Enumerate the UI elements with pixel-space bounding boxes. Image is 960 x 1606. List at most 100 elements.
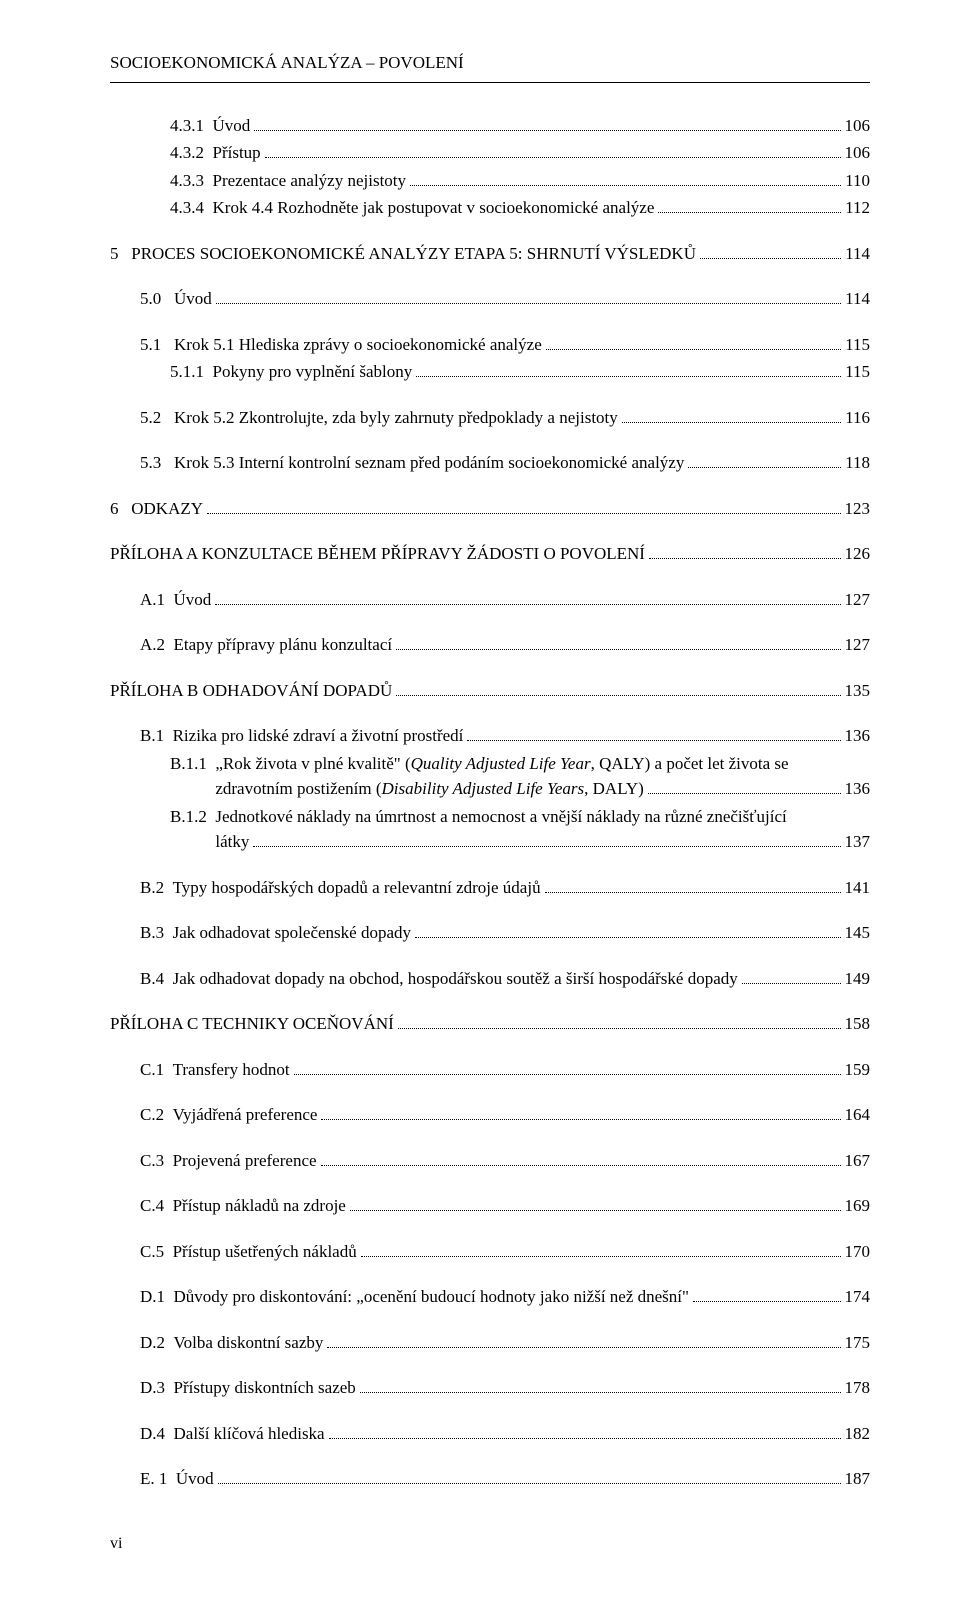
toc-entry: 5 PROCES SOCIOEKONOMICKÉ ANALÝZY ETAPA 5…	[110, 241, 870, 267]
toc-entry-title: Přístupy diskontních sazeb	[174, 1375, 356, 1401]
toc-dots	[218, 1474, 841, 1484]
page-number: vi	[110, 1532, 870, 1556]
toc-entry-title: Krok 4.4 Rozhodněte jak postupovat v soc…	[213, 195, 655, 221]
toc-entry-label: B.1	[140, 723, 173, 749]
toc-entry-page: 170	[845, 1239, 871, 1265]
toc-entry-page: 159	[845, 1057, 871, 1083]
toc-entry-page: 149	[845, 966, 871, 992]
toc-entry-page: 114	[845, 286, 870, 312]
toc-entry-label: E. 1	[140, 1466, 176, 1492]
toc-entry-title: Etapy přípravy plánu konzultací	[174, 632, 393, 658]
toc-entry-page: 116	[845, 405, 870, 431]
toc-dots	[467, 731, 840, 741]
toc-entry-label: 5.2	[140, 405, 174, 431]
toc-entry-page: 137	[845, 829, 871, 855]
toc-entry: C.3 Projevená preference167	[110, 1148, 870, 1174]
toc-entry-page: 187	[845, 1466, 871, 1492]
toc-entry-title: zdravotním postižením (Disability Adjust…	[215, 776, 643, 802]
toc-entry-label: D.3	[140, 1375, 174, 1401]
toc-dots	[265, 148, 841, 158]
toc-entry: D.1 Důvody pro diskontování: „ocenění bu…	[110, 1284, 870, 1310]
toc-entry: B.1.1 „Rok života v plné kvalitě" (Quali…	[110, 751, 870, 802]
toc-entry-page: 167	[845, 1148, 871, 1174]
toc-entry-page: 118	[845, 450, 870, 476]
toc-entry-label: B.2	[140, 875, 173, 901]
toc-entry: 4.3.4 Krok 4.4 Rozhodněte jak postupovat…	[110, 195, 870, 221]
toc-entry-title: Jak odhadovat dopady na obchod, hospodář…	[173, 966, 738, 992]
toc-dots	[361, 1246, 841, 1256]
toc-entry-page: 169	[845, 1193, 871, 1219]
toc-entry-title: Prezentace analýzy nejistoty	[213, 168, 407, 194]
toc-entry-title: Důvody pro diskontování: „ocenění budouc…	[174, 1284, 689, 1310]
toc-entry: A.2 Etapy přípravy plánu konzultací127	[110, 632, 870, 658]
toc-entry-page: 115	[845, 359, 870, 385]
toc-dots	[693, 1292, 841, 1302]
toc-entry: PŘÍLOHA B ODHADOVÁNÍ DOPADŮ 135	[110, 678, 870, 704]
toc-entry-label: 4.3.4	[170, 195, 213, 221]
toc-entry-page: 115	[845, 332, 870, 358]
toc-entry: 4.3.3 Prezentace analýzy nejistoty110	[110, 168, 870, 194]
toc-entry-label: B.1.1	[170, 751, 215, 777]
toc-entry-label: D.1	[140, 1284, 174, 1310]
toc-entry-title: Přístup nákladů na zdroje	[173, 1193, 346, 1219]
toc-entry-page: 127	[845, 587, 871, 613]
toc-entry-label: 4.3.3	[170, 168, 213, 194]
toc-entry: PŘÍLOHA C TECHNIKY OCEŇOVÁNÍ158	[110, 1011, 870, 1037]
toc-dots	[360, 1383, 841, 1393]
toc-entry-page: 158	[845, 1011, 871, 1037]
toc-dots	[254, 120, 840, 130]
toc-entry-label: B.4	[140, 966, 173, 992]
toc-dots	[546, 339, 841, 349]
toc-dots	[350, 1201, 841, 1211]
page-header: SOCIOEKONOMICKÁ ANALÝZA – POVOLENÍ	[110, 50, 870, 76]
toc-entry-label: 5.3	[140, 450, 174, 476]
toc-entry-page: 123	[845, 496, 871, 522]
toc-dots	[215, 594, 840, 604]
toc-entry-page: 178	[845, 1375, 871, 1401]
toc-entry-label: 5.1.1	[170, 359, 213, 385]
toc-entry-title: Úvod	[174, 587, 212, 613]
toc-entry-label: 5.1	[140, 332, 174, 358]
toc-dots	[329, 1428, 841, 1438]
toc-dots	[398, 1019, 841, 1029]
toc-entry-title: Vyjádřená preference	[173, 1102, 318, 1128]
toc-entry-page: 182	[845, 1421, 871, 1447]
toc-entry-title: Pokyny pro vyplnění šablony	[213, 359, 413, 385]
toc-entry-title: PŘÍLOHA B ODHADOVÁNÍ DOPADŮ	[110, 678, 392, 704]
toc-entry-title: Jak odhadovat společenské dopady	[173, 920, 411, 946]
toc-entry-title: Další klíčová hlediska	[174, 1421, 325, 1447]
toc-entry-label: A.1	[140, 587, 174, 613]
toc-entry-label: B.1.2	[170, 804, 215, 830]
toc-entry-page: 112	[845, 195, 870, 221]
toc-entry-title: Přístup ušetřených nákladů	[173, 1239, 357, 1265]
toc-dots	[648, 784, 841, 794]
toc-entry-page: 114	[845, 241, 870, 267]
toc-entry: 5.0 Úvod114	[110, 286, 870, 312]
toc-entry-page: 136	[845, 776, 871, 802]
toc-entry-title: Přístup	[213, 140, 261, 166]
toc-entry-title: Projevená preference	[173, 1148, 317, 1174]
toc-entry-title: Úvod	[176, 1466, 214, 1492]
toc-entry-title: Rizika pro lidské zdraví a životní prost…	[173, 723, 464, 749]
toc-entry-label: 5	[110, 241, 131, 267]
toc-entry-page: 141	[845, 875, 871, 901]
toc-entry: 5.2 Krok 5.2 Zkontrolujte, zda byly zahr…	[110, 405, 870, 431]
toc-entry-title: „Rok života v plné kvalitě" (Quality Adj…	[215, 751, 788, 777]
toc-entry-label: 4.3.1	[170, 113, 213, 139]
toc-entry: C.2 Vyjádřená preference164	[110, 1102, 870, 1128]
toc-entry-title: Typy hospodářských dopadů a relevantní z…	[173, 875, 541, 901]
toc-entry-label: C.2	[140, 1102, 173, 1128]
toc-entry: 4.3.1 Úvod106	[110, 113, 870, 139]
toc-entry-title: PROCES SOCIOEKONOMICKÉ ANALÝZY ETAPA 5: …	[131, 241, 696, 267]
toc-dots	[688, 458, 841, 468]
toc-entry-title: Krok 5.3 Interní kontrolní seznam před p…	[174, 450, 684, 476]
toc-entry-page: 135	[845, 678, 871, 704]
toc-entry-title: Krok 5.2 Zkontrolujte, zda byly zahrnuty…	[174, 405, 618, 431]
toc-entry: D.2 Volba diskontní sazby175	[110, 1330, 870, 1356]
toc-entry: C.5 Přístup ušetřených nákladů170	[110, 1239, 870, 1265]
toc-entry-label: A.2	[140, 632, 174, 658]
toc-dots	[321, 1110, 840, 1120]
toc-entry-label: C.1	[140, 1057, 173, 1083]
toc-entry: E. 1 Úvod 187	[110, 1466, 870, 1492]
toc-entry-label: 5.0	[140, 286, 174, 312]
